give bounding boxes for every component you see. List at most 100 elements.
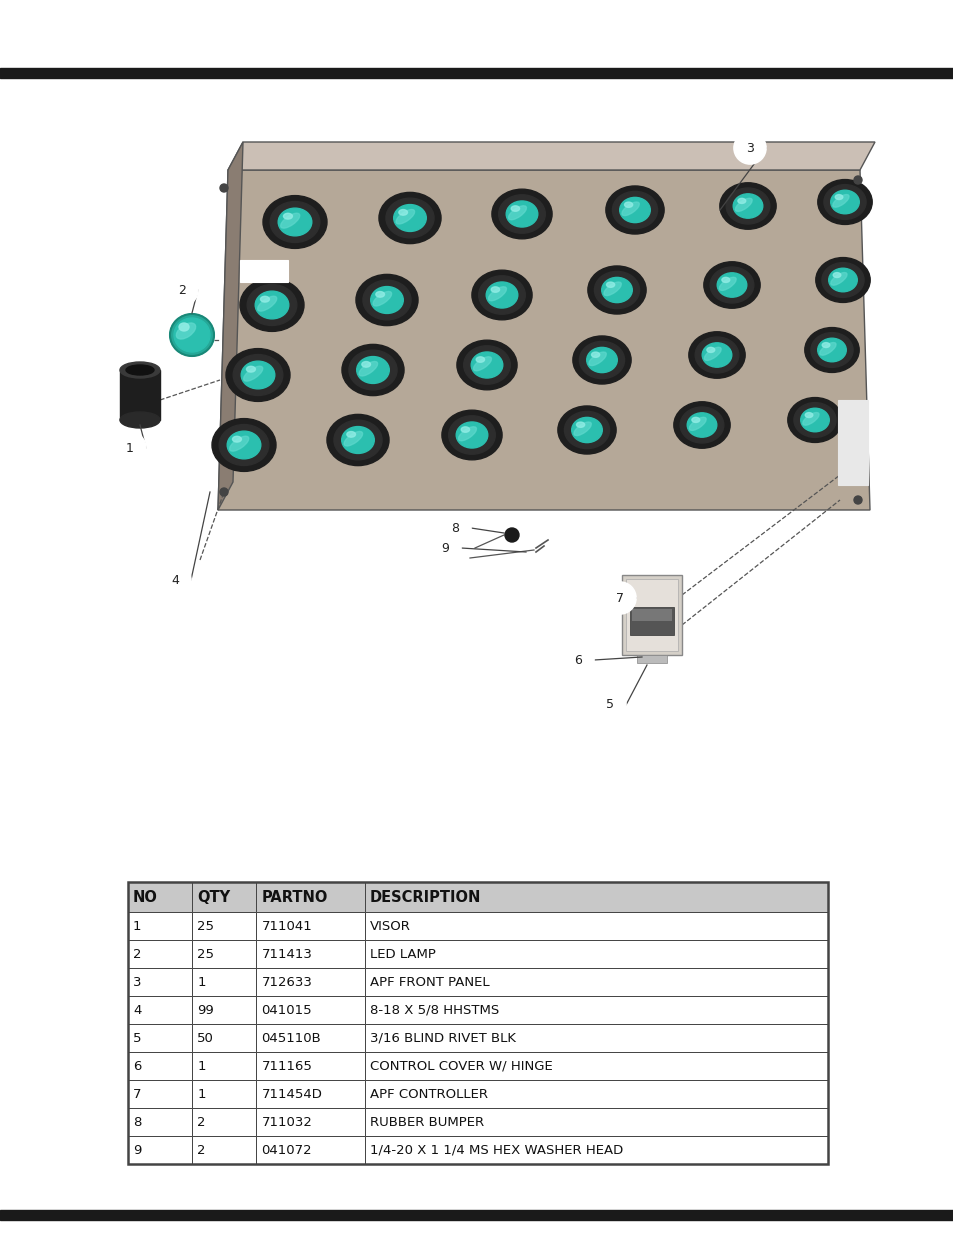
Ellipse shape — [810, 332, 852, 367]
Text: 045110B: 045110B — [261, 1031, 321, 1045]
Ellipse shape — [394, 205, 426, 231]
Bar — [193, 1079, 256, 1108]
Ellipse shape — [241, 361, 274, 389]
Ellipse shape — [586, 347, 617, 373]
Polygon shape — [218, 142, 243, 510]
Bar — [365, 968, 827, 995]
Ellipse shape — [578, 341, 624, 379]
Text: 2: 2 — [178, 284, 186, 296]
Ellipse shape — [719, 278, 736, 290]
Bar — [193, 940, 256, 968]
Ellipse shape — [679, 408, 723, 443]
Circle shape — [166, 274, 198, 306]
Ellipse shape — [804, 327, 859, 373]
Bar — [365, 940, 827, 968]
Ellipse shape — [823, 184, 865, 220]
Bar — [128, 995, 193, 1024]
Bar — [256, 968, 365, 995]
Ellipse shape — [226, 348, 290, 401]
Text: 1: 1 — [132, 920, 141, 932]
Bar — [365, 1024, 827, 1052]
Text: 2: 2 — [132, 947, 141, 961]
Ellipse shape — [506, 201, 537, 227]
Ellipse shape — [815, 258, 869, 303]
Text: DESCRIPTION: DESCRIPTION — [370, 889, 481, 904]
Text: 711454D: 711454D — [261, 1088, 322, 1100]
Ellipse shape — [283, 214, 293, 219]
Ellipse shape — [721, 278, 729, 283]
Text: 5: 5 — [132, 1031, 141, 1045]
Bar — [193, 1136, 256, 1165]
Text: 711041: 711041 — [261, 920, 312, 932]
Text: APF FRONT PANEL: APF FRONT PANEL — [370, 976, 489, 988]
Text: 7: 7 — [616, 592, 623, 604]
Ellipse shape — [120, 362, 160, 378]
Ellipse shape — [327, 415, 389, 466]
Bar — [365, 1079, 827, 1108]
Ellipse shape — [686, 412, 716, 437]
Ellipse shape — [247, 284, 296, 326]
Circle shape — [438, 513, 471, 543]
Text: 4: 4 — [132, 1004, 141, 1016]
Text: 6: 6 — [132, 1060, 141, 1072]
Ellipse shape — [278, 209, 312, 236]
Text: 2: 2 — [197, 1115, 206, 1129]
Text: 1/4-20 X 1 1/4 MS HEX WASHER HEAD: 1/4-20 X 1 1/4 MS HEX WASHER HEAD — [370, 1144, 622, 1156]
Polygon shape — [228, 142, 874, 170]
Ellipse shape — [558, 406, 616, 454]
Ellipse shape — [591, 352, 599, 357]
Ellipse shape — [176, 324, 195, 338]
Text: 2: 2 — [197, 1144, 206, 1156]
Ellipse shape — [371, 287, 403, 314]
Bar — [128, 882, 193, 911]
Bar — [128, 968, 193, 995]
Text: 1: 1 — [126, 441, 133, 454]
Ellipse shape — [673, 401, 729, 448]
Bar — [256, 1108, 365, 1136]
Ellipse shape — [695, 337, 738, 373]
Ellipse shape — [612, 191, 657, 228]
Ellipse shape — [819, 342, 835, 356]
Ellipse shape — [375, 291, 384, 298]
Circle shape — [429, 532, 460, 564]
Ellipse shape — [830, 190, 859, 214]
Ellipse shape — [821, 263, 863, 298]
Ellipse shape — [594, 272, 639, 309]
Ellipse shape — [508, 206, 526, 220]
Ellipse shape — [456, 340, 517, 390]
Text: 1: 1 — [197, 1088, 206, 1100]
Ellipse shape — [834, 195, 841, 200]
Bar — [193, 1024, 256, 1052]
Text: 7: 7 — [132, 1088, 141, 1100]
Bar — [256, 940, 365, 968]
Text: 711032: 711032 — [261, 1115, 312, 1129]
Ellipse shape — [587, 266, 645, 314]
Text: RUBBER BUMPER: RUBBER BUMPER — [370, 1115, 484, 1129]
Text: 1: 1 — [197, 1060, 206, 1072]
Ellipse shape — [456, 422, 487, 448]
Ellipse shape — [511, 206, 519, 211]
Ellipse shape — [733, 194, 762, 219]
Ellipse shape — [179, 324, 189, 331]
Bar — [240, 261, 288, 282]
Ellipse shape — [624, 203, 632, 207]
FancyBboxPatch shape — [621, 576, 681, 655]
Ellipse shape — [605, 186, 663, 233]
Text: 041072: 041072 — [261, 1144, 312, 1156]
Ellipse shape — [227, 431, 260, 459]
Ellipse shape — [355, 274, 417, 326]
Text: 3: 3 — [745, 142, 753, 154]
Ellipse shape — [448, 416, 495, 454]
Text: 711413: 711413 — [261, 947, 312, 961]
Text: PARTNO: PARTNO — [261, 889, 328, 904]
Bar — [128, 1079, 193, 1108]
Ellipse shape — [361, 362, 370, 367]
Ellipse shape — [787, 398, 841, 442]
Ellipse shape — [373, 291, 391, 306]
Bar — [256, 911, 365, 940]
Ellipse shape — [737, 199, 745, 204]
Ellipse shape — [689, 417, 705, 431]
Ellipse shape — [821, 342, 829, 347]
Ellipse shape — [240, 279, 304, 331]
Ellipse shape — [691, 417, 699, 422]
